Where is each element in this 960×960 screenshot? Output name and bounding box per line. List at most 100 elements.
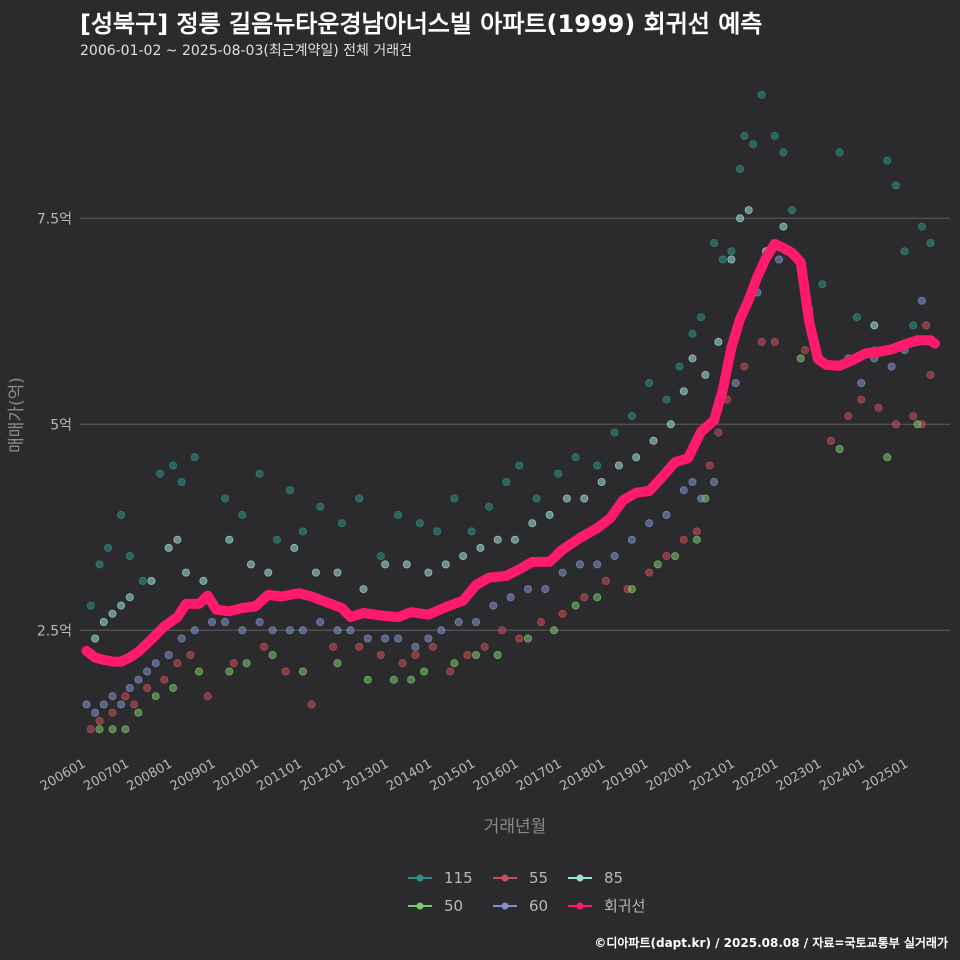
data-point-85 [649, 436, 658, 445]
data-point-115 [450, 494, 459, 503]
x-tick-label: 202001 [644, 756, 694, 794]
data-point-60 [524, 585, 533, 594]
legend-swatch [501, 902, 509, 910]
data-point-115 [467, 527, 476, 536]
data-point-55 [173, 659, 182, 668]
data-point-55 [355, 642, 364, 651]
x-tick-label: 201401 [384, 756, 434, 794]
data-point-60 [108, 692, 117, 701]
data-point-115 [662, 395, 671, 404]
x-tick-label: 202301 [774, 756, 824, 794]
data-point-60 [424, 634, 433, 643]
data-point-115 [220, 494, 229, 503]
data-point-60 [285, 626, 294, 635]
data-point-85 [164, 543, 173, 552]
data-point-55 [108, 708, 117, 717]
data-point-115 [104, 543, 113, 552]
legend: 115 55 85 50 60 회귀선 [408, 869, 645, 915]
data-point-85 [359, 585, 368, 594]
data-point-85 [714, 337, 723, 346]
data-point-55 [692, 527, 701, 536]
data-point-50 [883, 453, 892, 462]
data-point-115 [190, 453, 199, 462]
data-point-85 [125, 593, 134, 602]
data-point-60 [207, 618, 216, 627]
data-point-55 [922, 321, 931, 330]
data-point-85 [679, 387, 688, 396]
data-point-50 [407, 675, 416, 684]
data-point-55 [143, 684, 152, 693]
data-point-50 [420, 667, 429, 676]
data-point-55 [281, 667, 290, 676]
data-point-85 [736, 214, 745, 223]
data-point-55 [497, 626, 506, 635]
data-point-55 [160, 675, 169, 684]
data-point-85 [441, 560, 450, 569]
data-point-85 [701, 370, 710, 379]
data-point-55 [515, 634, 524, 643]
data-point-55 [645, 568, 654, 577]
data-point-60 [151, 659, 160, 668]
data-point-115 [95, 560, 104, 569]
data-point-60 [220, 618, 229, 627]
data-point-55 [874, 403, 883, 412]
x-tick-label: 200901 [168, 756, 218, 794]
data-point-115 [255, 469, 264, 478]
data-point-55 [909, 412, 918, 421]
x-tick-label: 200601 [38, 756, 88, 794]
legend-swatch [576, 902, 584, 910]
data-point-60 [82, 700, 91, 709]
y-tick-label: 7.5억 [37, 211, 72, 227]
chart-subtitle: 2006-01-02 ~ 2025-08-03(최근계약일) 전체 거래건 [80, 43, 412, 59]
data-point-115 [710, 238, 719, 247]
data-point-115 [779, 148, 788, 157]
x-tick-label: 200801 [125, 756, 175, 794]
data-point-50 [571, 601, 580, 610]
data-point-115 [515, 461, 524, 470]
data-point-60 [125, 684, 134, 693]
data-point-50 [121, 725, 130, 734]
data-point-115 [394, 510, 403, 519]
data-point-60 [411, 642, 420, 651]
data-point-85 [476, 543, 485, 552]
data-point-50 [169, 684, 178, 693]
data-point-60 [489, 601, 498, 610]
data-point-50 [194, 667, 203, 676]
data-point-115 [177, 477, 186, 486]
data-point-60 [731, 379, 740, 388]
data-point-50 [151, 692, 160, 701]
legend-label: 50 [444, 897, 463, 915]
data-point-50 [225, 667, 234, 676]
data-point-55 [714, 428, 723, 437]
data-point-85 [199, 576, 208, 585]
data-point-50 [913, 420, 922, 429]
data-point-50 [593, 593, 602, 602]
data-point-115 [285, 486, 294, 495]
data-point-115 [727, 247, 736, 256]
data-point-115 [891, 181, 900, 190]
data-point-115 [900, 247, 909, 256]
data-point-50 [268, 651, 277, 660]
data-point-115 [169, 461, 178, 470]
data-point-115 [675, 362, 684, 371]
data-point-50 [671, 552, 680, 561]
x-axis-title: 거래년월 [484, 817, 547, 837]
data-point-85 [545, 510, 554, 519]
data-point-55 [229, 659, 238, 668]
data-point-60 [697, 494, 706, 503]
data-point-60 [298, 626, 307, 635]
data-point-60 [437, 626, 446, 635]
data-point-115 [835, 148, 844, 157]
data-point-115 [688, 329, 697, 338]
data-point-115 [117, 510, 126, 519]
data-point-85 [510, 535, 519, 544]
data-point-60 [558, 568, 567, 577]
x-tick-label: 201801 [557, 756, 607, 794]
data-point-50 [450, 659, 459, 668]
data-point-60 [394, 634, 403, 643]
data-point-60 [645, 519, 654, 528]
x-tick-label: 200701 [81, 756, 131, 794]
data-point-115 [593, 461, 602, 470]
data-point-115 [697, 313, 706, 322]
